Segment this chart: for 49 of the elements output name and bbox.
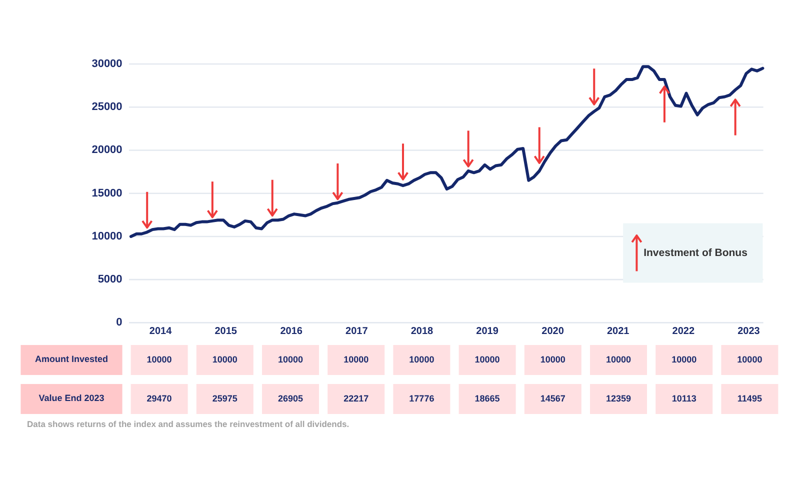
data-label: 10000: [212, 354, 238, 364]
data-label: 10000: [409, 354, 434, 364]
x-tick-label: 2016: [280, 326, 303, 337]
data-label: 10000: [672, 354, 697, 364]
point: [534, 156, 545, 164]
data-label: 25975: [212, 393, 238, 404]
text: Data shows returns of the index and assumes the reinvestment of all dividends.: [27, 419, 350, 430]
x-tick-label: 2021: [606, 326, 630, 337]
data-label: 10000: [146, 354, 172, 364]
data-label: 22217: [344, 393, 369, 404]
point: [462, 159, 474, 168]
data-label: 14567: [540, 393, 566, 404]
x-tick-label: 2018: [410, 326, 434, 337]
point: [398, 172, 408, 180]
data-label: 17776: [409, 393, 434, 404]
y-tick-label: 20000: [92, 144, 122, 156]
y-tick-label: 5000: [98, 273, 122, 286]
line-series: [130, 65, 764, 238]
data-label: 29470: [146, 393, 172, 404]
x-tick-label: 2023: [738, 326, 760, 337]
data-label: 10000: [737, 354, 762, 364]
point: [142, 220, 153, 229]
data-label: 10000: [344, 354, 369, 364]
x-tick-label: 2015: [214, 326, 238, 337]
x-tick-label: 2020: [542, 326, 564, 337]
point: [266, 208, 278, 217]
y-tick-label: 25000: [92, 101, 122, 114]
x-tick-label: 2022: [672, 326, 695, 337]
data-label: 12359: [606, 393, 632, 404]
x-tick-label: 2019: [476, 326, 499, 337]
data-label: 10000: [540, 354, 566, 364]
data-label: 10113: [672, 393, 696, 404]
point: [730, 98, 741, 107]
data-label: 11495: [737, 393, 762, 404]
point: [659, 86, 670, 94]
data-label: 10000: [474, 354, 500, 364]
y-tick-label: Amount Invested: [34, 354, 108, 364]
y-tick-label: 0: [116, 316, 122, 329]
x-tick-label: 2014: [149, 326, 172, 337]
data-label: 18665: [474, 393, 500, 404]
y-tick-label: Value End 2023: [38, 393, 104, 404]
data-label: 26905: [278, 393, 304, 404]
data-label: 10000: [606, 354, 632, 364]
y-tick-label: 15000: [92, 187, 122, 200]
y-tick-label: 10000: [92, 230, 122, 242]
x-tick-label: 2017: [346, 326, 368, 337]
legend-label: Investment of Bonus: [644, 246, 748, 259]
data-label: 10000: [278, 354, 304, 364]
y-tick-label: 30000: [92, 58, 122, 70]
